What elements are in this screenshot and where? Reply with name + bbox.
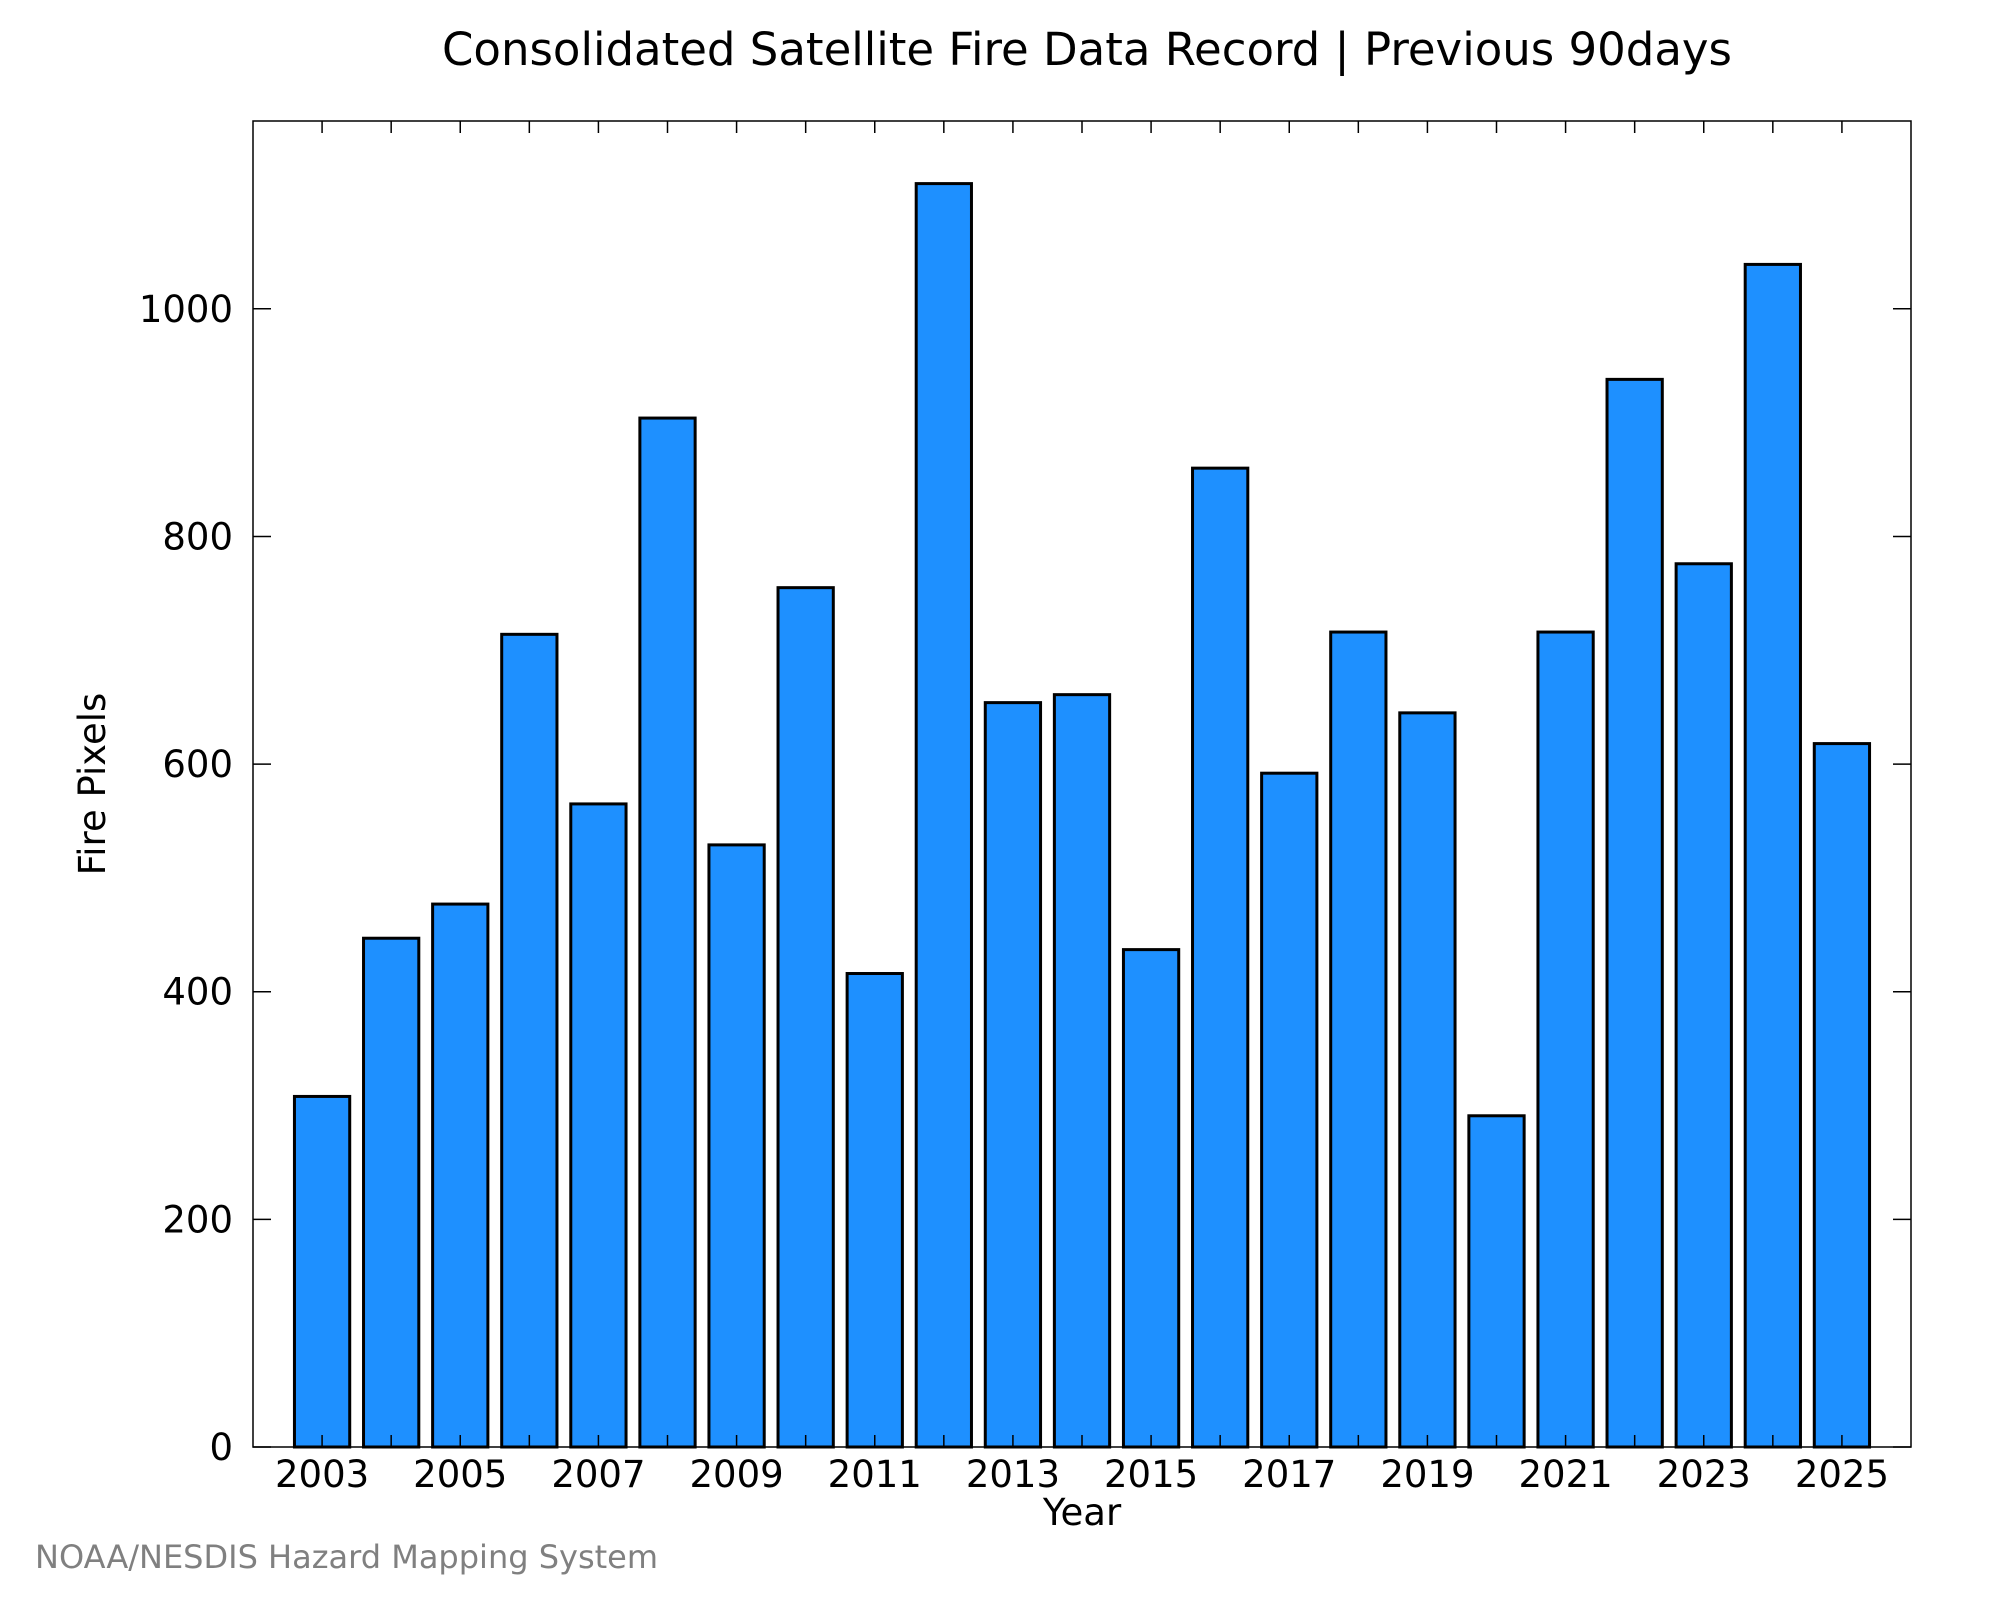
bar-2021 [1536,630,1595,1449]
bar-2012 [914,182,973,1449]
bar-2003 [292,1094,352,1449]
bar-2011 [845,972,904,1449]
y-tick-label-1000: 1000 [139,288,233,331]
bar-2017 [1260,771,1319,1449]
x-tick-label-2017: 2017 [1242,1453,1336,1496]
bar-2025 [1812,742,1872,1449]
y-tick-label-0: 0 [209,1426,233,1469]
bar-2009 [707,843,766,1449]
y-axis: 0 200 400 600 800 1000 [139,288,1911,1469]
bar-2013 [983,701,1043,1449]
bar-2022 [1605,377,1664,1449]
bar-2004 [362,936,421,1449]
x-tick-label-2023: 2023 [1657,1453,1751,1496]
bars-layer [292,182,1872,1449]
y-tick-label-400: 400 [162,971,233,1014]
x-tick-label-2025: 2025 [1795,1453,1889,1496]
y-tick-label-600: 600 [162,743,233,786]
x-tick-label-2009: 2009 [689,1453,783,1496]
x-axis: 2003 2005 2007 2009 2011 2013 2015 2017 2019 2021… [275,121,1889,1496]
credit-text: NOAA/NESDIS Hazard Mapping System [35,1538,658,1576]
bar-2010 [776,586,835,1449]
x-tick-label-2003: 2003 [275,1453,369,1496]
bar-2007 [569,802,628,1449]
x-tick-label-2007: 2007 [551,1453,645,1496]
x-tick-label-2013: 2013 [966,1453,1060,1496]
chart-title: Consolidated Satellite Fire Data Record … [442,23,1732,76]
bar-2024 [1743,262,1802,1449]
bar-2006 [500,632,559,1449]
bar-2008 [638,416,697,1449]
y-axis-label: Fire Pixels [71,693,114,876]
x-tick-label-2015: 2015 [1104,1453,1198,1496]
x-axis-label: Year [1042,1491,1122,1534]
x-tick-label-2019: 2019 [1380,1453,1474,1496]
bar-2015 [1121,948,1181,1449]
y-tick-label-800: 800 [162,515,233,558]
bar-2018 [1329,630,1388,1449]
x-tick-label-2021: 2021 [1518,1453,1612,1496]
x-tick-label-2011: 2011 [828,1453,922,1496]
x-tick-label-2005: 2005 [413,1453,507,1496]
bar-2019 [1398,711,1457,1449]
y-tick-label-200: 200 [162,1198,233,1241]
bar-2020 [1467,1114,1526,1449]
bar-2023 [1674,562,1733,1449]
bar-2016 [1191,466,1250,1449]
bar-2005 [431,902,490,1449]
bar-2014 [1052,693,1112,1449]
